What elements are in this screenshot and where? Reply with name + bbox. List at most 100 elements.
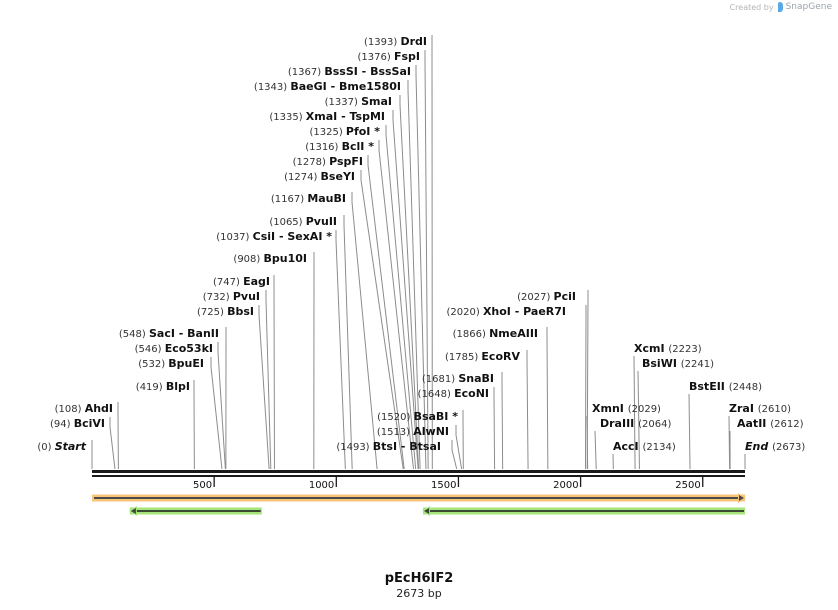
site-label-xmni[interactable]: XmnI (2029) <box>592 402 661 415</box>
enzyme-name[interactable]: PciI <box>554 290 576 303</box>
plasmid-length: 2673 bp <box>396 587 442 600</box>
site-label-nmeaiii[interactable]: (1866) NmeAIII <box>453 327 538 340</box>
site-label-drdi[interactable]: (1393) DrdI <box>364 35 427 48</box>
enzyme-name[interactable]: AccI <box>613 440 642 453</box>
site-label-smai[interactable]: (1337) SmaI <box>325 95 392 108</box>
site-label-start[interactable]: (0) Start <box>37 440 86 453</box>
enzyme-name[interactable]: BsiWI <box>642 357 681 370</box>
enzyme-name[interactable]: SacI <box>149 327 175 340</box>
site-label-bcli[interactable]: (1316) BclI * <box>305 140 374 153</box>
enzyme-name[interactable]: BssSI <box>324 65 358 78</box>
site-label-alwni[interactable]: (1513) AlwNI <box>377 425 449 438</box>
enzyme-name[interactable]: BaeGI <box>290 80 326 93</box>
site-label-bseyi[interactable]: (1274) BseYI <box>284 170 355 183</box>
enzyme-name[interactable]: MauBI <box>307 192 346 205</box>
site-label-bsteii[interactable]: BstEII (2448) <box>689 380 762 393</box>
site-label-end[interactable]: End (2673) <box>745 440 805 453</box>
enzyme-name[interactable]: PfoI <box>346 125 371 138</box>
site-label-ecorv[interactable]: (1785) EcoRV <box>445 350 520 363</box>
enzyme-name[interactable]: DraIII <box>600 417 638 430</box>
site-label-snabi[interactable]: (1681) SnaBI <box>422 372 494 385</box>
enzyme-name[interactable]: EcoNI <box>454 387 489 400</box>
site-label-pcii[interactable]: (2027) PciI <box>517 290 576 303</box>
site-label-pfoi[interactable]: (1325) PfoI * <box>309 125 380 138</box>
site-label-bsssi[interactable]: (1367) BssSI - BssSaI <box>288 65 411 78</box>
site-label-bbsi[interactable]: (725) BbsI <box>197 305 254 318</box>
enzyme-name[interactable]: Eco53kI <box>165 342 213 355</box>
site-label-eco53ki[interactable]: (546) Eco53kI <box>135 342 213 355</box>
site-label-eagi[interactable]: (747) EagI <box>213 275 270 288</box>
site-label-baegi[interactable]: (1343) BaeGI - Bme1580I <box>254 80 401 93</box>
site-label-saci[interactable]: (548) SacI - BanII <box>119 327 219 340</box>
enzyme-extra[interactable]: - SexAI * <box>275 230 332 243</box>
enzyme-name[interactable]: NmeAIII <box>489 327 538 340</box>
enzyme-name[interactable]: BciVI <box>74 417 105 430</box>
enzyme-name[interactable]: BtsI <box>373 440 397 453</box>
enzyme-name[interactable]: End <box>745 440 772 453</box>
enzyme-name[interactable]: EcoRV <box>481 350 520 363</box>
enzyme-name[interactable]: AlwNI <box>413 425 449 438</box>
enzyme-name[interactable]: EagI <box>243 275 270 288</box>
site-label-maubi[interactable]: (1167) MauBI <box>271 192 346 205</box>
enzyme-name[interactable]: SnaBI <box>458 372 494 385</box>
site-label-pspfi[interactable]: (1278) PspFI <box>293 155 363 168</box>
site-label-fspi[interactable]: (1376) FspI <box>358 50 420 63</box>
site-label-bpu10i[interactable]: (908) Bpu10I <box>233 252 307 265</box>
site-label-bcivi[interactable]: (94) BciVI <box>50 417 105 430</box>
enzyme-name[interactable]: AatII <box>737 417 770 430</box>
enzyme-name[interactable]: CsiI <box>253 230 275 243</box>
enzyme-name[interactable]: PvuII <box>306 215 337 228</box>
site-label-ahdi[interactable]: (108) AhdI <box>55 402 113 415</box>
site-label-xcmi[interactable]: XcmI (2223) <box>634 342 702 355</box>
site-position: (1520) <box>377 412 413 423</box>
site-label-bsiwi[interactable]: BsiWI (2241) <box>642 357 714 370</box>
enzyme-name[interactable]: BsaBI <box>414 410 449 423</box>
site-label-draiii[interactable]: DraIII (2064) <box>600 417 671 430</box>
site-label-acci[interactable]: AccI (2134) <box>613 440 676 453</box>
site-label-xhoi[interactable]: (2020) XhoI - PaeR7I <box>447 305 567 318</box>
enzyme-extra[interactable]: * <box>364 140 374 153</box>
enzyme-name[interactable]: BstEII <box>689 380 729 393</box>
enzyme-name[interactable]: SmaI <box>361 95 392 108</box>
site-label-xmai[interactable]: (1335) XmaI - TspMI <box>269 110 385 123</box>
site-position: (2029) <box>628 404 661 415</box>
site-label-btsi[interactable]: (1493) BtsI - BtsaI <box>336 440 441 453</box>
enzyme-extra[interactable]: * <box>448 410 458 423</box>
site-label-bsabi[interactable]: (1520) BsaBI * <box>377 410 458 423</box>
enzyme-extra[interactable]: - Bme1580I <box>327 80 401 93</box>
enzyme-name[interactable]: BbsI <box>227 305 254 318</box>
enzyme-name[interactable]: ZraI <box>729 402 758 415</box>
enzyme-name[interactable]: FspI <box>394 50 420 63</box>
enzyme-name[interactable]: XcmI <box>634 342 668 355</box>
site-label-econi[interactable]: (1648) EcoNI <box>418 387 489 400</box>
site-label-pvuii[interactable]: (1065) PvuII <box>269 215 337 228</box>
enzyme-name[interactable]: Bpu10I <box>264 252 308 265</box>
site-label-bpuei[interactable]: (532) BpuEI <box>138 357 204 370</box>
enzyme-name[interactable]: PspFI <box>329 155 363 168</box>
enzyme-name[interactable]: BpuEI <box>168 357 204 370</box>
enzyme-name[interactable]: PvuI <box>233 290 260 303</box>
enzyme-extra[interactable]: - BtsaI <box>397 440 441 453</box>
enzyme-name[interactable]: BseYI <box>321 170 355 183</box>
enzyme-name[interactable]: XmaI <box>306 110 337 123</box>
site-connector-xhoi <box>584 305 587 470</box>
site-label-pvui[interactable]: (732) PvuI <box>203 290 260 303</box>
site-label-blpi[interactable]: (419) BlpI <box>136 380 190 393</box>
enzyme-extra[interactable]: - BssSaI <box>358 65 411 78</box>
site-connector-pspfi <box>367 155 405 470</box>
enzyme-extra[interactable]: * <box>370 125 380 138</box>
enzyme-name[interactable]: XmnI <box>592 402 628 415</box>
enzyme-extra[interactable]: - PaeR7I <box>511 305 566 318</box>
enzyme-name[interactable]: Start <box>55 440 87 453</box>
enzyme-name[interactable]: BclI <box>342 140 365 153</box>
site-label-csii[interactable]: (1037) CsiI - SexAI * <box>216 230 332 243</box>
enzyme-name[interactable]: AhdI <box>85 402 113 415</box>
enzyme-name[interactable]: DrdI <box>400 35 427 48</box>
enzyme-name[interactable]: XhoI <box>483 305 511 318</box>
enzyme-extra[interactable]: - BanII <box>175 327 219 340</box>
enzyme-extra[interactable]: - TspMI <box>337 110 385 123</box>
site-position: (1681) <box>422 374 458 385</box>
site-label-aatii[interactable]: AatII (2612) <box>737 417 804 430</box>
enzyme-name[interactable]: BlpI <box>166 380 190 393</box>
site-label-zrai[interactable]: ZraI (2610) <box>729 402 791 415</box>
